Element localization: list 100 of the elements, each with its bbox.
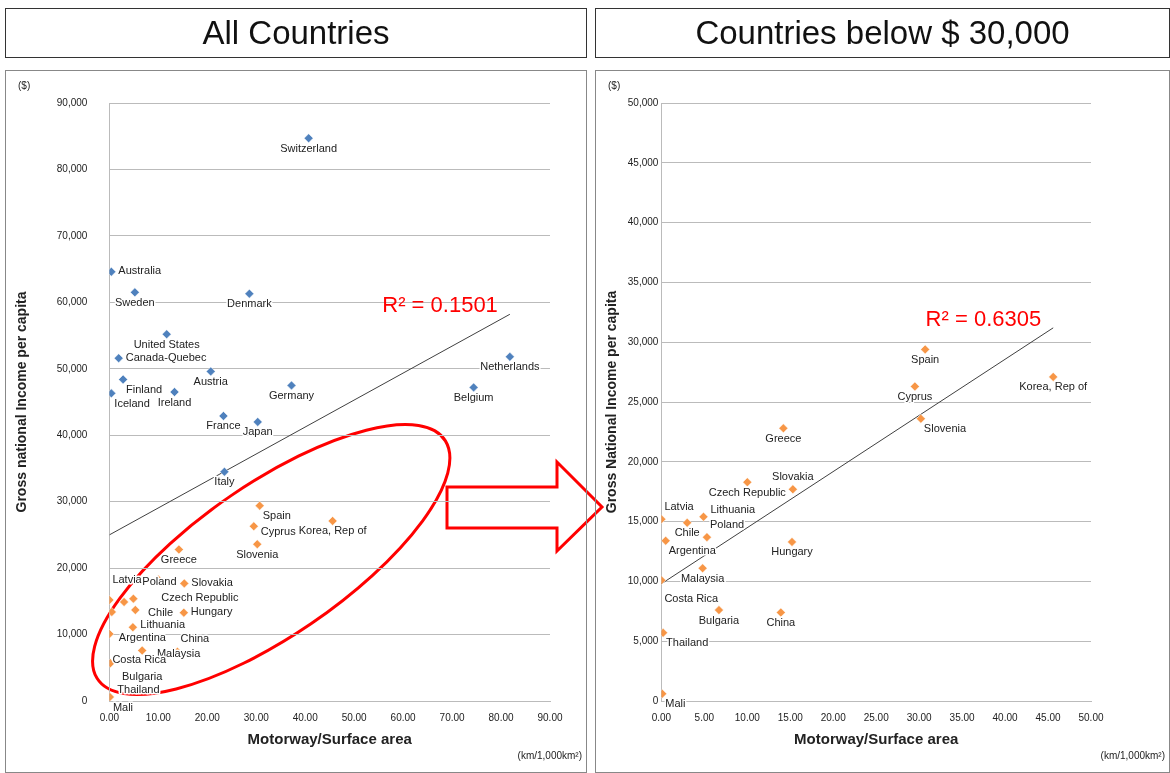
x-axis-title: Motorway/Surface area [794, 730, 959, 748]
point [776, 607, 786, 618]
annotation: Mali [112, 700, 134, 713]
point [244, 288, 255, 299]
annotation: Korea, Rep of [298, 524, 368, 537]
y-tick-label: 10,000 [56, 628, 88, 640]
x-tick-label: 0.00 [99, 711, 120, 723]
chart-title: All Countries [5, 8, 587, 58]
annotation: Slovakia [191, 575, 234, 588]
y-tick-label: 5,000 [633, 634, 659, 646]
x-tick-label: 20.00 [820, 711, 847, 723]
y-tick-label: 80,000 [56, 163, 88, 175]
annotation: R² = 0.6305 [925, 305, 1042, 331]
annotation: Greece [765, 431, 802, 444]
point [137, 645, 147, 656]
x-tick-label: 90.00 [537, 711, 563, 723]
point [714, 605, 724, 615]
annotation: Malaysia [680, 571, 726, 584]
point [788, 484, 798, 495]
annotation: Germany [268, 388, 315, 401]
y-tick-label: 0 [81, 694, 88, 706]
annotation: Spain [911, 352, 940, 365]
x-tick-label: 15.00 [777, 711, 804, 723]
point [179, 578, 190, 589]
annotation: Australia [118, 264, 163, 277]
x-tick-label: 45.00 [1035, 711, 1061, 723]
x-tick-label: 40.00 [992, 711, 1019, 723]
annotation: Bulgaria [698, 613, 741, 626]
point [249, 521, 259, 531]
annotation: Chile [148, 605, 174, 618]
y-tick-label: 20,000 [627, 455, 659, 467]
y-tick-label: 0 [652, 694, 659, 706]
annotation: Ireland [157, 395, 192, 408]
annotation: Belgium [453, 390, 494, 403]
y-axis-title: Gross national Income per capita [13, 291, 30, 513]
point [169, 387, 180, 397]
annotation: Thailand [666, 636, 709, 649]
annotation: Spain [262, 509, 291, 522]
point [916, 413, 926, 424]
annotation: China [766, 616, 797, 629]
annotation: Slovakia [772, 469, 815, 482]
point [109, 607, 117, 617]
y-tick-label: 10,000 [627, 575, 659, 587]
text: (km/1,000km²) [517, 750, 582, 761]
point [219, 467, 230, 477]
point [218, 411, 229, 421]
y-tick-label: 35,000 [627, 276, 659, 288]
annotation: Iceland [114, 396, 150, 409]
y-tick-label: 50,000 [627, 96, 659, 108]
point [130, 287, 140, 298]
y-tick-label: 25,000 [627, 395, 659, 407]
x-tick-label: 70.00 [439, 711, 466, 723]
point [661, 535, 671, 546]
point [205, 366, 216, 377]
x-tick-label: 10.00 [734, 711, 761, 723]
annotation: Costa Rica [664, 591, 720, 604]
x-axis-title: Motorway/Surface area [247, 730, 413, 748]
x-tick-label: 50.00 [341, 711, 368, 723]
y-tick-label: 40,000 [56, 428, 88, 440]
annotation: Hungary [771, 545, 814, 558]
point [128, 593, 139, 604]
annotation: Greece [160, 553, 197, 566]
point [697, 563, 708, 573]
annotation: Czech Republic [161, 590, 239, 603]
point [682, 518, 692, 528]
x-tick-label: 25.00 [863, 711, 890, 723]
point [130, 605, 141, 615]
point [252, 539, 262, 549]
point [254, 500, 265, 511]
annotation: R² = 0.1501 [382, 292, 498, 318]
y-tick-label: 30,000 [56, 495, 88, 507]
text: ($) [18, 80, 31, 91]
annotation: Cyprus [897, 389, 933, 402]
chart-title: Countries below $ 30,000 [595, 8, 1170, 58]
point [920, 344, 930, 355]
point [327, 516, 338, 526]
x-tick-label: 50.00 [1078, 711, 1104, 723]
annotation: United States [133, 337, 201, 350]
annotation: Canada-Quebec [125, 350, 207, 363]
annotation: Thailand [117, 682, 160, 695]
annotation: Denmark [227, 297, 273, 310]
annotation: Netherlands [480, 360, 541, 373]
y-tick-label: 15,000 [627, 515, 659, 527]
x-tick-label: 5.00 [694, 711, 715, 723]
annotation: Latvia [664, 499, 695, 512]
point [179, 607, 189, 618]
x-tick-label: 40.00 [292, 711, 319, 723]
y-tick-label: 50,000 [56, 362, 88, 374]
point [113, 353, 124, 363]
annotation: Hungary [190, 605, 233, 618]
annotation: France [206, 419, 241, 432]
annotation: Italy [214, 475, 236, 488]
point [468, 382, 479, 393]
annotation: Mali [665, 697, 686, 710]
point [702, 532, 712, 542]
annotation: Poland [142, 574, 177, 587]
point [119, 597, 129, 607]
point [910, 381, 920, 392]
annotation: Argentina [118, 631, 167, 644]
y-tick-label: 45,000 [627, 156, 659, 168]
